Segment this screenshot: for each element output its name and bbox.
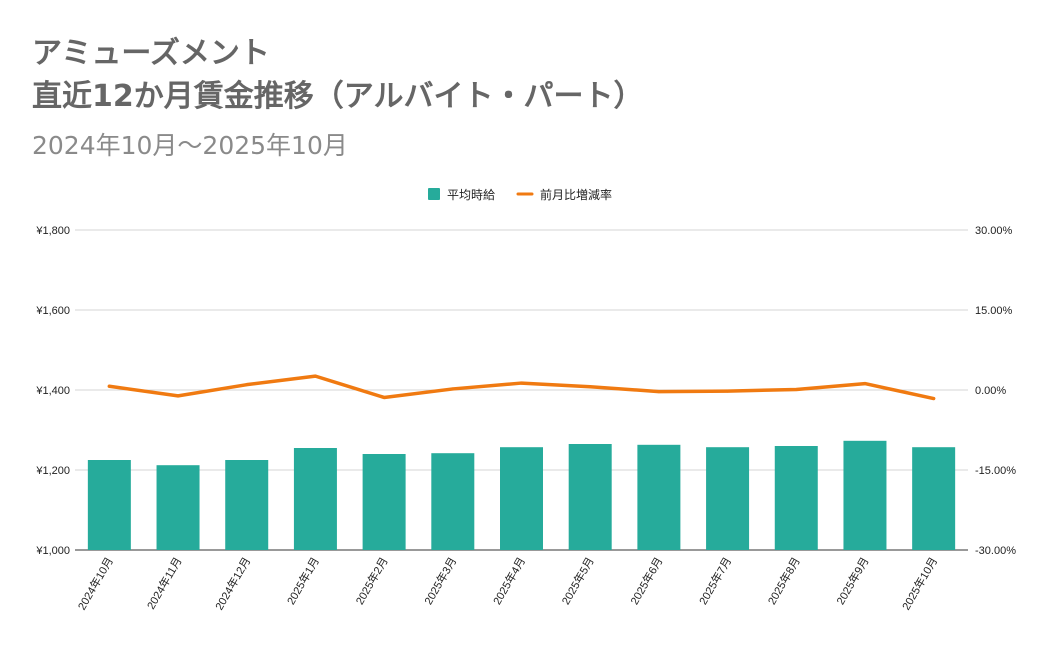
bar[interactable] bbox=[912, 447, 956, 550]
x-tick-label: 2025年1月 bbox=[284, 555, 322, 608]
rate-point[interactable] bbox=[520, 381, 523, 385]
rate-point[interactable] bbox=[932, 397, 936, 401]
y-right-tick-label: 0.00% bbox=[975, 385, 1006, 397]
bar[interactable] bbox=[362, 454, 406, 550]
bar[interactable] bbox=[293, 448, 337, 550]
bar[interactable] bbox=[225, 460, 269, 550]
legend-label-line: 前月比増減率 bbox=[540, 187, 612, 202]
rate-point[interactable] bbox=[313, 374, 317, 378]
y-right-tick-label: 15.00% bbox=[975, 305, 1013, 317]
rate-point[interactable] bbox=[176, 394, 180, 398]
bar[interactable] bbox=[774, 446, 818, 550]
x-tick-label: 2025年3月 bbox=[421, 555, 459, 608]
line-series bbox=[107, 374, 936, 401]
x-tick-label: 2024年11月 bbox=[144, 555, 185, 612]
rate-point[interactable] bbox=[382, 395, 386, 399]
legend-swatch-bar bbox=[428, 188, 440, 200]
chart-title: アミューズメント 直近12か月賃金推移（アルバイト・パート） bbox=[32, 32, 643, 118]
x-tick-label: 2025年4月 bbox=[490, 555, 528, 608]
x-tick-label: 2025年10月 bbox=[899, 555, 940, 613]
bar[interactable] bbox=[156, 465, 200, 550]
x-tick-label: 2025年9月 bbox=[833, 555, 871, 608]
y-right-tick-label: -15.00% bbox=[975, 465, 1016, 477]
rate-point[interactable] bbox=[726, 389, 730, 393]
y-right-tick-label: 30.00% bbox=[975, 225, 1013, 237]
rate-point[interactable] bbox=[794, 387, 798, 391]
rate-point[interactable] bbox=[451, 387, 455, 391]
bar[interactable] bbox=[568, 444, 612, 550]
rate-point[interactable] bbox=[588, 385, 592, 389]
x-tick-label: 2025年5月 bbox=[558, 555, 596, 608]
bar-series bbox=[87, 440, 956, 550]
bar[interactable] bbox=[843, 440, 887, 550]
x-tick-label: 2025年8月 bbox=[764, 555, 802, 608]
bar[interactable] bbox=[87, 460, 131, 550]
x-tick-label: 2025年7月 bbox=[696, 555, 734, 608]
y-right-tick-label: -30.00% bbox=[975, 545, 1016, 557]
title-line-1: アミューズメント bbox=[32, 36, 270, 71]
y-left-tick-label: ¥1,000 bbox=[35, 545, 70, 557]
title-line-2: 直近12か月賃金推移（アルバイト・パート） bbox=[32, 79, 644, 114]
bar[interactable] bbox=[637, 444, 681, 550]
chart-subtitle: 2024年10月～2025年10月 bbox=[32, 131, 348, 160]
y-left-tick-label: ¥1,600 bbox=[35, 305, 70, 317]
rate-line[interactable] bbox=[107, 374, 936, 401]
x-tick-label: 2024年12月 bbox=[212, 555, 253, 613]
bar[interactable] bbox=[706, 447, 750, 550]
rate-point[interactable] bbox=[245, 383, 249, 387]
y-left-tick-label: ¥1,400 bbox=[35, 385, 70, 397]
legend-label-bar: 平均時給 bbox=[447, 188, 495, 202]
axis-labels: ¥1,000 ¥1,200 ¥1,400 ¥1,600 ¥1,800 -30.00% -15… bbox=[35, 225, 1016, 612]
bar[interactable] bbox=[431, 453, 475, 550]
x-tick-label: 2024年10月 bbox=[74, 555, 115, 613]
legend[interactable]: 平均時給 前月比増減率 bbox=[428, 187, 612, 202]
rate-point[interactable] bbox=[863, 382, 867, 386]
y-left-tick-label: ¥1,200 bbox=[35, 465, 70, 477]
rate-point[interactable] bbox=[657, 390, 661, 394]
y-left-tick-label: ¥1,800 bbox=[35, 225, 70, 237]
x-tick-label: 2025年2月 bbox=[352, 555, 390, 608]
x-tick-label: 2025年6月 bbox=[627, 555, 665, 608]
bar[interactable] bbox=[500, 447, 543, 550]
rate-point[interactable] bbox=[107, 384, 111, 388]
